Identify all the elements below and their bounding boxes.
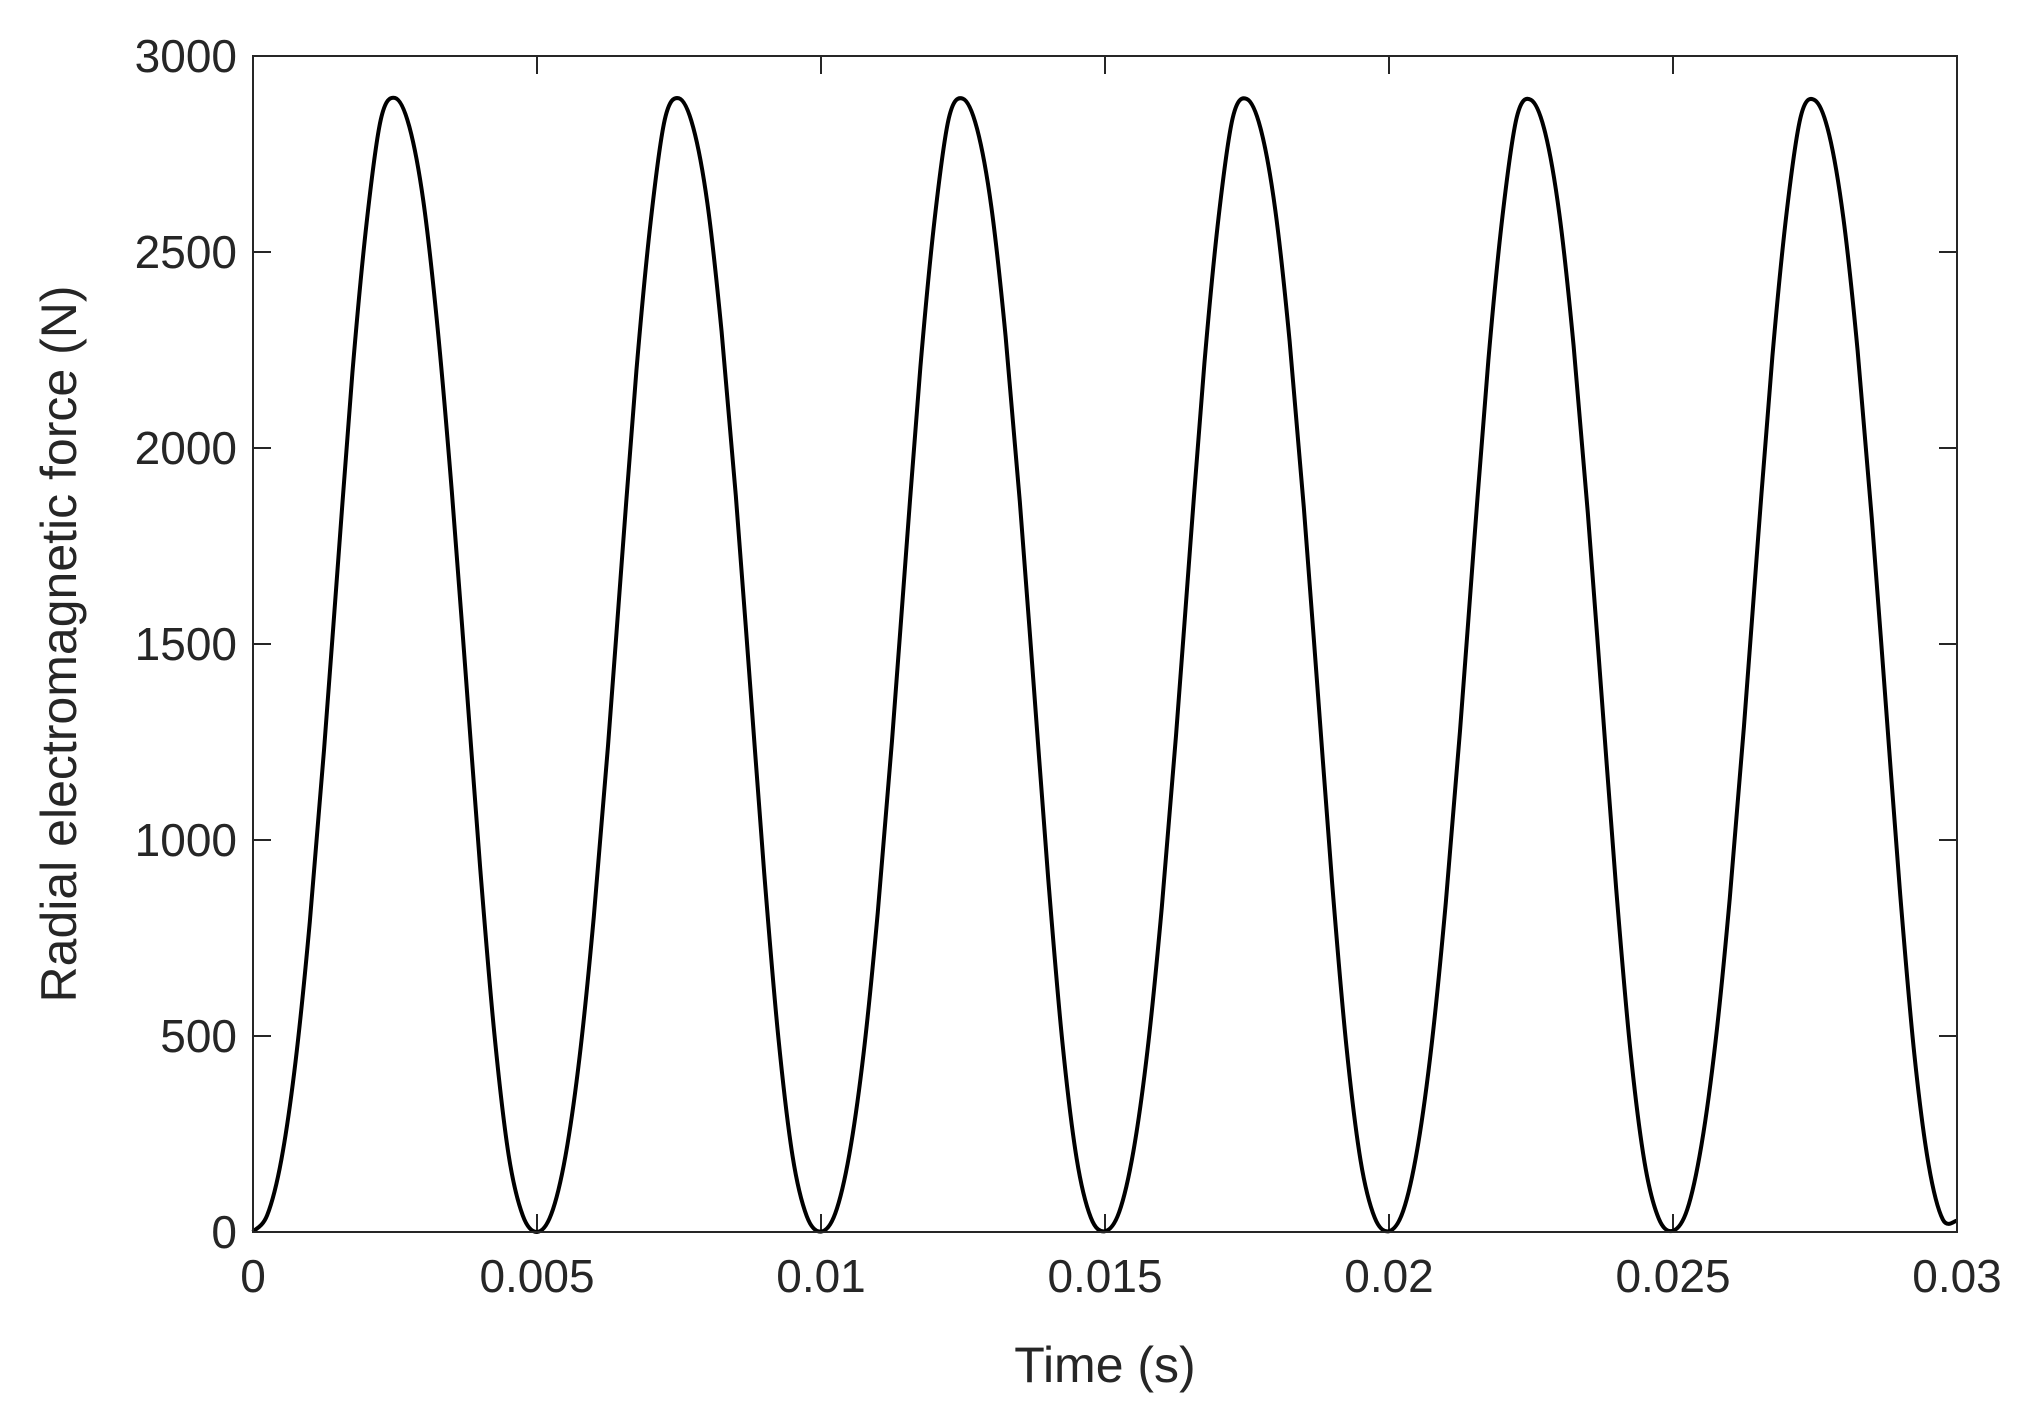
y-tick-label: 0 xyxy=(211,1206,237,1258)
x-axis-label: Time (s) xyxy=(1014,1337,1195,1393)
x-tick-label: 0.02 xyxy=(1344,1250,1434,1302)
y-tick-label: 2500 xyxy=(135,226,237,278)
plot-area xyxy=(253,56,1957,1232)
y-tick-label: 1500 xyxy=(135,618,237,670)
plot-frame xyxy=(252,55,1958,1233)
x-tick-label: 0.015 xyxy=(1047,1250,1162,1302)
y-axis-label: Radial electromagnetic force (N) xyxy=(31,286,87,1003)
y-tick-label: 3000 xyxy=(135,30,237,82)
y-tick-label: 1000 xyxy=(135,814,237,866)
y-ticks: 0 500 1000 1500 2000 2500 3000 xyxy=(135,30,1957,1258)
y-tick-label: 2000 xyxy=(135,422,237,474)
x-tick-label: 0.025 xyxy=(1615,1250,1730,1302)
x-tick-label: 0 xyxy=(240,1250,266,1302)
y-tick-label: 500 xyxy=(160,1010,237,1062)
x-tick-label: 0.005 xyxy=(479,1250,594,1302)
x-ticks: 0 0.005 0.01 0.015 0.02 0.025 0.03 xyxy=(240,56,2002,1302)
x-tick-label: 0.03 xyxy=(1912,1250,2002,1302)
x-tick-label: 0.01 xyxy=(776,1250,866,1302)
